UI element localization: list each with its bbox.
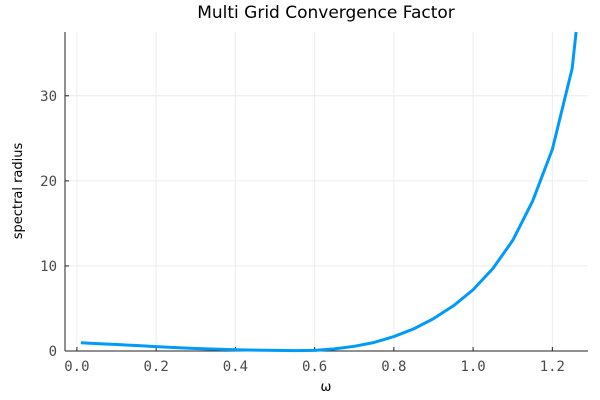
axes <box>64 32 588 352</box>
ticks: 0.0 0.2 0.4 0.6 0.8 1.0 1.2 0 10 20 30 <box>40 89 565 375</box>
x-tick-label: 0.4 <box>223 359 248 375</box>
x-tick-label: 1.2 <box>540 359 565 375</box>
chart-title: Multi Grid Convergence Factor <box>197 3 455 23</box>
y-tick-label: 20 <box>40 174 57 190</box>
y-tick-label: 10 <box>40 259 57 275</box>
series-line <box>80 31 578 353</box>
series-layer <box>80 31 578 353</box>
grid-lines <box>65 32 588 352</box>
x-tick-label: 0.8 <box>381 359 406 375</box>
y-tick-label: 0 <box>49 344 57 360</box>
y-tick-label: 30 <box>40 89 57 105</box>
y-axis-label: spectral radius <box>11 143 26 240</box>
x-tick-label: 0.2 <box>143 359 168 375</box>
x-axis-label: ω <box>321 380 332 395</box>
x-tick-label: 0.0 <box>64 359 89 375</box>
x-tick-label: 0.6 <box>302 359 327 375</box>
x-tick-label: 1.0 <box>460 359 485 375</box>
